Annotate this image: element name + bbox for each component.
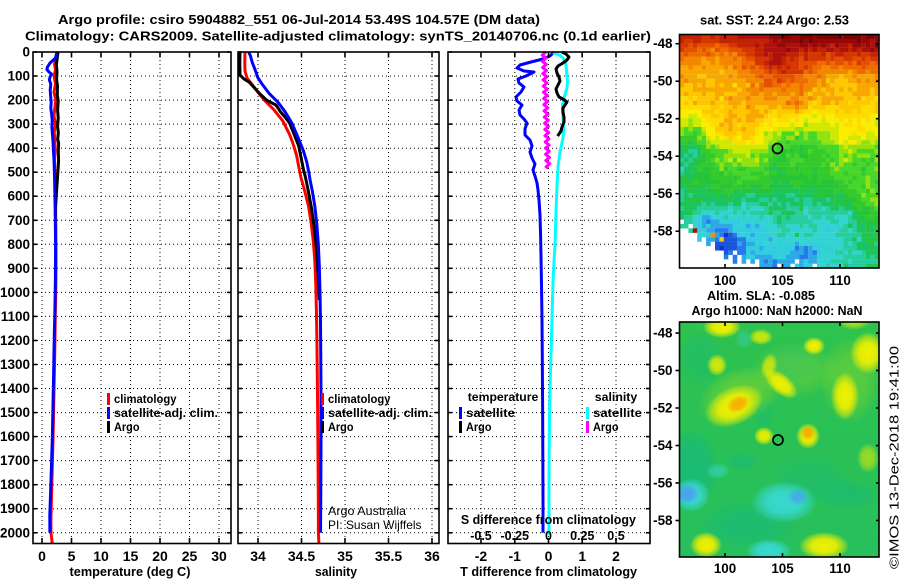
svg-text:-0.5: -0.5 xyxy=(470,529,492,543)
svg-text:35: 35 xyxy=(337,548,353,564)
svg-text:34.5: 34.5 xyxy=(288,548,315,564)
svg-text:110: 110 xyxy=(829,273,851,288)
svg-text:100: 100 xyxy=(7,69,30,84)
svg-text:30: 30 xyxy=(211,548,227,564)
svg-text:-54: -54 xyxy=(653,438,673,453)
svg-text:Argo: Argo xyxy=(593,422,619,434)
svg-text:15: 15 xyxy=(123,548,139,564)
svg-text:0: 0 xyxy=(545,548,553,564)
svg-text:Climatology: CARS2009. Satelli: Climatology: CARS2009. Satellite-adjuste… xyxy=(25,29,651,44)
svg-text:satellite: satellite xyxy=(466,408,515,420)
svg-text:temperature: temperature xyxy=(468,392,539,404)
svg-text:1800: 1800 xyxy=(0,477,30,492)
svg-text:1400: 1400 xyxy=(0,381,30,396)
svg-text:-58: -58 xyxy=(653,224,673,239)
svg-text:1900: 1900 xyxy=(0,501,30,516)
svg-text:-52: -52 xyxy=(653,401,672,416)
svg-text:1100: 1100 xyxy=(1,309,30,324)
svg-text:-50: -50 xyxy=(653,74,672,89)
svg-text:-1: -1 xyxy=(509,548,522,564)
svg-text:Argo h1000: NaN h2000: NaN: Argo h1000: NaN h2000: NaN xyxy=(692,303,863,318)
svg-text:salinity: salinity xyxy=(595,392,638,404)
svg-text:Argo: Argo xyxy=(328,422,354,434)
svg-text:Altim. SLA: -0.085: Altim. SLA: -0.085 xyxy=(707,288,815,303)
svg-text:climatology: climatology xyxy=(328,394,391,406)
svg-text:400: 400 xyxy=(7,141,30,156)
svg-text:Argo: Argo xyxy=(466,422,492,434)
svg-text:©IMOS 13-Dec-2018 19:41:00: ©IMOS 13-Dec-2018 19:41:00 xyxy=(888,346,900,569)
svg-text:0: 0 xyxy=(38,548,46,564)
svg-text:-56: -56 xyxy=(653,476,672,491)
svg-text:-54: -54 xyxy=(653,149,673,164)
svg-text:20: 20 xyxy=(152,548,168,564)
svg-text:35.5: 35.5 xyxy=(375,548,402,564)
svg-text:-58: -58 xyxy=(653,513,673,528)
svg-text:satellite: satellite xyxy=(593,408,642,420)
svg-text:36: 36 xyxy=(424,548,440,564)
svg-text:climatology: climatology xyxy=(114,394,177,406)
svg-text:900: 900 xyxy=(7,261,30,276)
svg-text:T difference from climatology: T difference from climatology xyxy=(460,564,638,579)
svg-text:1300: 1300 xyxy=(0,357,30,372)
svg-text:600: 600 xyxy=(7,189,30,204)
svg-text:800: 800 xyxy=(7,237,30,252)
svg-text:Argo: Argo xyxy=(114,422,140,434)
svg-text:300: 300 xyxy=(7,117,30,132)
svg-text:-52: -52 xyxy=(653,111,672,126)
svg-text:0: 0 xyxy=(22,45,30,60)
svg-text:10: 10 xyxy=(93,548,109,564)
svg-text:0.5: 0.5 xyxy=(607,529,624,543)
svg-text:25: 25 xyxy=(182,548,198,564)
svg-text:1600: 1600 xyxy=(0,429,30,444)
svg-text:500: 500 xyxy=(7,165,30,180)
svg-text:S difference from climatology: S difference from climatology xyxy=(461,513,636,527)
svg-text:2: 2 xyxy=(612,548,620,564)
svg-text:PI: Susan Wijffels: PI: Susan Wijffels xyxy=(328,518,422,532)
svg-text:0.25: 0.25 xyxy=(570,529,594,543)
svg-text:-56: -56 xyxy=(653,186,672,201)
svg-text:2000: 2000 xyxy=(0,525,30,540)
svg-text:1000: 1000 xyxy=(0,285,30,300)
svg-text:Argo Australia: Argo Australia xyxy=(328,504,406,518)
svg-text:0: 0 xyxy=(545,529,552,543)
svg-text:105: 105 xyxy=(771,273,794,288)
svg-text:1: 1 xyxy=(578,548,586,564)
svg-text:satellite-adj. clim.: satellite-adj. clim. xyxy=(328,408,432,420)
svg-text:-50: -50 xyxy=(653,363,672,378)
svg-text:1700: 1700 xyxy=(0,453,30,468)
svg-text:-48: -48 xyxy=(653,36,673,51)
svg-text:34: 34 xyxy=(250,548,266,564)
svg-text:satellite-adj. clim.: satellite-adj. clim. xyxy=(114,408,218,420)
svg-text:sat. SST: 2.24 Argo: 2.53: sat. SST: 2.24 Argo: 2.53 xyxy=(700,13,849,28)
svg-text:100: 100 xyxy=(714,561,736,576)
svg-text:700: 700 xyxy=(7,213,30,228)
svg-text:5: 5 xyxy=(68,548,76,564)
svg-text:salinity: salinity xyxy=(315,564,358,579)
svg-text:105: 105 xyxy=(771,561,794,576)
svg-text:-48: -48 xyxy=(653,326,673,341)
svg-text:110: 110 xyxy=(829,561,851,576)
svg-text:100: 100 xyxy=(714,273,736,288)
svg-text:200: 200 xyxy=(7,93,30,108)
svg-text:temperature (deg C): temperature (deg C) xyxy=(70,564,191,579)
svg-text:-2: -2 xyxy=(475,548,488,564)
svg-text:1200: 1200 xyxy=(0,333,30,348)
svg-text:Argo profile: csiro 5904882_55: Argo profile: csiro 5904882_551 06-Jul-2… xyxy=(58,12,540,27)
svg-text:1500: 1500 xyxy=(0,405,30,420)
svg-text:-0.25: -0.25 xyxy=(501,529,530,543)
